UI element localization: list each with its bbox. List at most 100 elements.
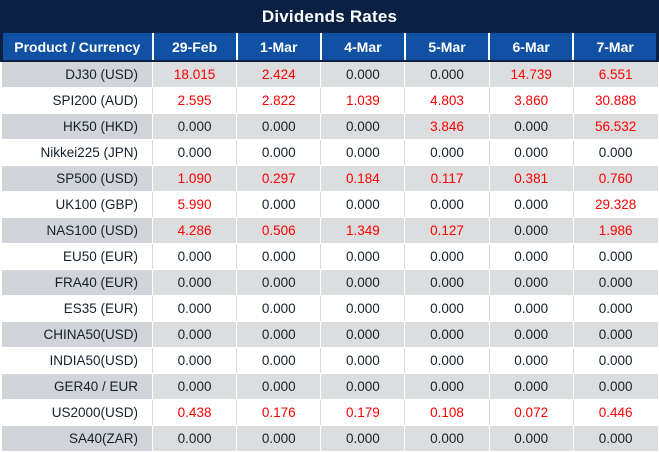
value-cell: 0.000 <box>488 269 574 296</box>
value-cell: 0.000 <box>572 243 658 270</box>
value-cell: 0.184 <box>320 165 405 192</box>
value-cell: 0.000 <box>488 217 574 244</box>
table-row: NAS100 (USD) 4.286 0.506 1.349 0.127 0.000 1.9… <box>1 217 658 244</box>
product-cell: DJ30 (USD) <box>1 61 153 88</box>
table-row: Nikkei225 (JPN) 0.000 0.000 0.000 0.000 0.000… <box>1 139 658 166</box>
value-cell: 0.000 <box>488 373 574 400</box>
value-cell: 0.000 <box>320 347 405 374</box>
value-cell: 0.000 <box>151 321 237 348</box>
product-cell: GER40 / EUR <box>1 373 153 400</box>
value-cell: 0.000 <box>488 347 574 374</box>
value-cell: 0.000 <box>572 139 658 166</box>
value-cell: 0.000 <box>488 295 574 322</box>
value-cell: 2.424 <box>236 61 321 88</box>
table-row: FRA40 (EUR) 0.000 0.000 0.000 0.000 0.000 0.00… <box>1 269 658 296</box>
value-cell: 56.532 <box>572 113 658 140</box>
value-cell: 0.000 <box>236 269 321 296</box>
value-cell: 0.381 <box>488 165 574 192</box>
value-cell: 0.000 <box>404 269 490 296</box>
product-cell: HK50 (HKD) <box>1 113 153 140</box>
value-cell: 0.000 <box>572 347 658 374</box>
value-cell: 0.000 <box>488 243 574 270</box>
product-cell: NAS100 (USD) <box>1 217 153 244</box>
value-cell: 0.000 <box>488 113 574 140</box>
column-header-date: 29-Feb <box>151 33 237 62</box>
value-cell: 1.986 <box>572 217 658 244</box>
value-cell: 0.438 <box>151 399 237 426</box>
table-body: DJ30 (USD) 18.015 2.424 0.000 0.000 14.739 6.5… <box>1 61 658 452</box>
value-cell: 0.000 <box>151 295 237 322</box>
table-row: CHINA50(USD) 0.000 0.000 0.000 0.000 0.000 0.0… <box>1 321 658 348</box>
value-cell: 0.000 <box>236 373 321 400</box>
value-cell: 0.000 <box>572 321 658 348</box>
value-cell: 0.108 <box>404 399 490 426</box>
value-cell: 0.000 <box>404 347 490 374</box>
value-cell: 2.822 <box>236 87 321 114</box>
product-cell: INDIA50(USD) <box>1 347 153 374</box>
value-cell: 3.846 <box>404 113 490 140</box>
value-cell: 0.000 <box>151 243 237 270</box>
value-cell: 0.127 <box>404 217 490 244</box>
value-cell: 0.000 <box>320 61 405 88</box>
value-cell: 0.000 <box>404 61 490 88</box>
value-cell: 0.117 <box>404 165 490 192</box>
value-cell: 3.860 <box>488 87 574 114</box>
value-cell: 5.990 <box>151 191 237 218</box>
value-cell: 0.000 <box>404 191 490 218</box>
dividends-rates-table: Product / Currency 29-Feb 1-Mar 4-Mar 5-… <box>0 33 659 452</box>
value-cell: 0.000 <box>320 425 405 452</box>
value-cell: 30.888 <box>572 87 658 114</box>
value-cell: 0.176 <box>236 399 321 426</box>
table-row: HK50 (HKD) 0.000 0.000 0.000 3.846 0.000 56.53… <box>1 113 658 140</box>
value-cell: 4.803 <box>404 87 490 114</box>
value-cell: 0.000 <box>320 373 405 400</box>
product-cell: Nikkei225 (JPN) <box>1 139 153 166</box>
value-cell: 0.000 <box>488 425 574 452</box>
value-cell: 0.000 <box>236 295 321 322</box>
product-cell: US2000(USD) <box>1 399 153 426</box>
value-cell: 14.739 <box>488 61 574 88</box>
value-cell: 29.328 <box>572 191 658 218</box>
product-cell: SP500 (USD) <box>1 165 153 192</box>
value-cell: 0.000 <box>320 243 405 270</box>
value-cell: 0.000 <box>572 269 658 296</box>
value-cell: 0.000 <box>488 321 574 348</box>
value-cell: 0.000 <box>236 347 321 374</box>
product-cell: EU50 (EUR) <box>1 243 153 270</box>
table-row: GER40 / EUR 0.000 0.000 0.000 0.000 0.000 0.00… <box>1 373 658 400</box>
value-cell: 0.000 <box>320 269 405 296</box>
table-row: SPI200 (AUD) 2.595 2.822 1.039 4.803 3.860 30.… <box>1 87 658 114</box>
value-cell: 0.000 <box>236 139 321 166</box>
value-cell: 1.039 <box>320 87 405 114</box>
product-cell: ES35 (EUR) <box>1 295 153 322</box>
product-cell: SPI200 (AUD) <box>1 87 153 114</box>
value-cell: 0.000 <box>236 425 321 452</box>
value-cell: 6.551 <box>572 61 658 88</box>
value-cell: 0.506 <box>236 217 321 244</box>
value-cell: 0.000 <box>572 425 658 452</box>
table-row: US2000(USD) 0.438 0.176 0.179 0.108 0.072 0.44… <box>1 399 658 426</box>
table-title: Dividends Rates <box>0 0 659 33</box>
value-cell: 0.000 <box>151 425 237 452</box>
value-cell: 0.000 <box>151 269 237 296</box>
header-row: Product / Currency 29-Feb 1-Mar 4-Mar 5-… <box>0 33 659 62</box>
value-cell: 0.760 <box>572 165 658 192</box>
column-header-product: Product / Currency <box>0 33 153 62</box>
column-header-date: 7-Mar <box>572 33 659 62</box>
column-header-date: 1-Mar <box>235 33 321 62</box>
value-cell: 18.015 <box>151 61 237 88</box>
value-cell: 0.000 <box>488 191 574 218</box>
value-cell: 0.000 <box>151 347 237 374</box>
column-header-date: 5-Mar <box>403 33 490 62</box>
value-cell: 0.000 <box>572 295 658 322</box>
value-cell: 0.000 <box>236 243 321 270</box>
product-cell: CHINA50(USD) <box>1 321 153 348</box>
table-row: INDIA50(USD) 0.000 0.000 0.000 0.000 0.000 0.0… <box>1 347 658 374</box>
value-cell: 0.000 <box>151 113 237 140</box>
table-row: EU50 (EUR) 0.000 0.000 0.000 0.000 0.000 0.000 <box>1 243 658 270</box>
table-row: ES35 (EUR) 0.000 0.000 0.000 0.000 0.000 0.000 <box>1 295 658 322</box>
value-cell: 0.000 <box>404 139 490 166</box>
value-cell: 4.286 <box>151 217 237 244</box>
table-row: DJ30 (USD) 18.015 2.424 0.000 0.000 14.739 6.5… <box>1 61 658 88</box>
